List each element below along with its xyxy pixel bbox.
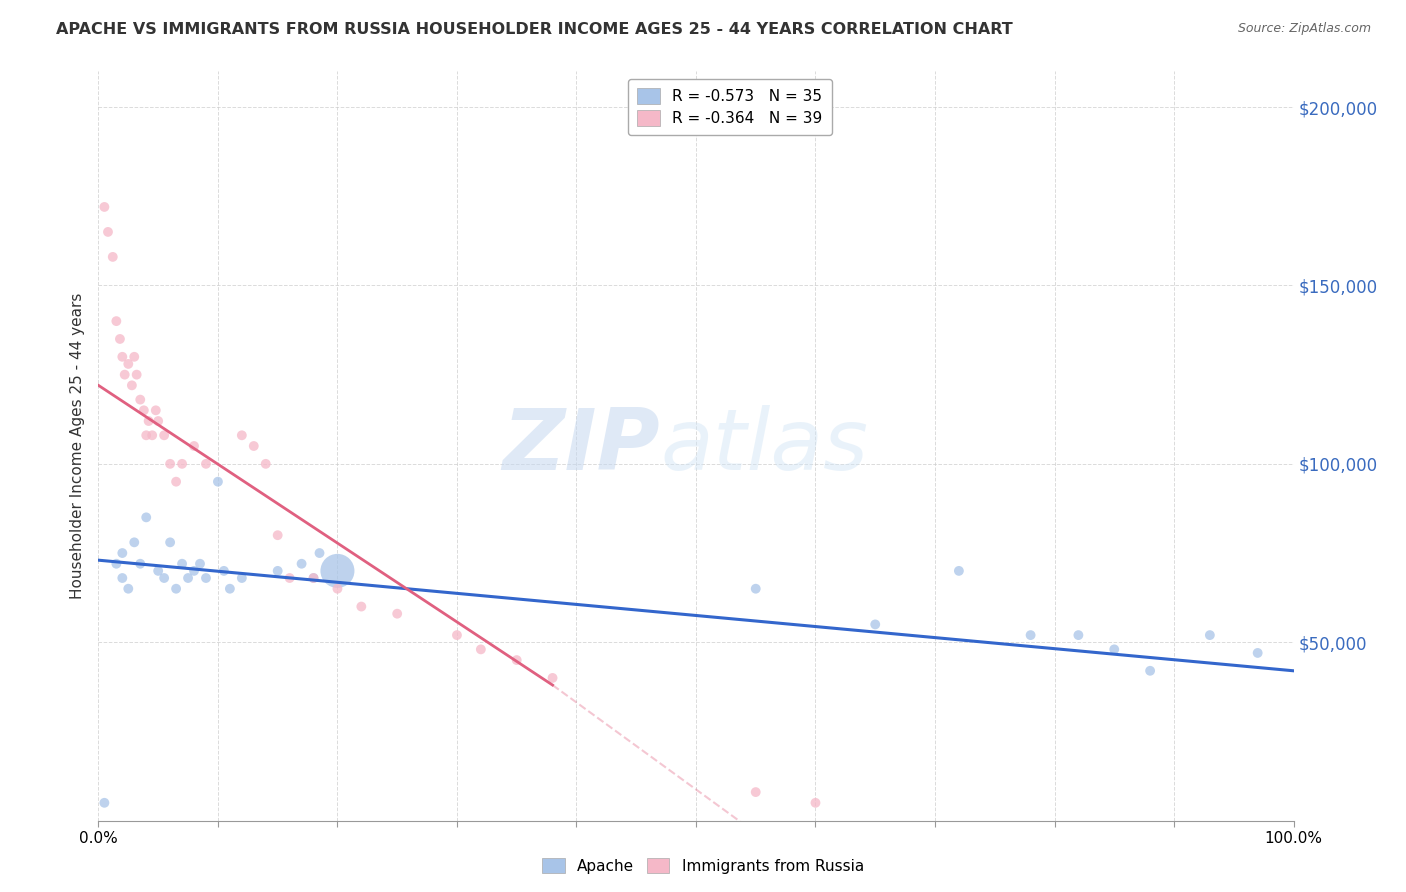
Point	[1067, 628, 1090, 642]
Text: APACHE VS IMMIGRANTS FROM RUSSIA HOUSEHOLDER INCOME AGES 25 - 44 YEARS CORRELATI: APACHE VS IMMIGRANTS FROM RUSSIA HOUSEHO…	[56, 22, 1012, 37]
Point	[302, 571, 325, 585]
Point	[207, 475, 229, 489]
Point	[153, 571, 176, 585]
Point	[105, 314, 128, 328]
Point	[254, 457, 277, 471]
Legend: Apache, Immigrants from Russia: Apache, Immigrants from Russia	[536, 852, 870, 880]
Point	[93, 796, 115, 810]
Point	[219, 582, 242, 596]
Point	[114, 368, 136, 382]
Point	[172, 557, 194, 571]
Point	[212, 564, 235, 578]
Point	[124, 535, 146, 549]
Point	[1019, 628, 1042, 642]
Point	[446, 628, 468, 642]
Point	[117, 582, 139, 596]
Point	[326, 564, 349, 578]
Point	[129, 392, 152, 407]
Point	[132, 403, 155, 417]
Point	[111, 546, 134, 560]
Point	[278, 571, 301, 585]
Y-axis label: Householder Income Ages 25 - 44 years: Householder Income Ages 25 - 44 years	[69, 293, 84, 599]
Legend: R = -0.573   N = 35, R = -0.364   N = 39: R = -0.573 N = 35, R = -0.364 N = 39	[628, 79, 832, 136]
Point	[135, 428, 157, 442]
Point	[231, 428, 253, 442]
Point	[121, 378, 143, 392]
Point	[117, 357, 139, 371]
Point	[172, 457, 194, 471]
Point	[291, 557, 314, 571]
Point	[145, 403, 167, 417]
Point	[165, 475, 187, 489]
Point	[93, 200, 115, 214]
Point	[105, 557, 128, 571]
Point	[948, 564, 970, 578]
Point	[350, 599, 373, 614]
Point	[101, 250, 124, 264]
Text: atlas: atlas	[661, 404, 868, 488]
Point	[124, 350, 146, 364]
Point	[1139, 664, 1161, 678]
Point	[148, 564, 170, 578]
Point	[1199, 628, 1222, 642]
Point	[745, 785, 768, 799]
Point	[183, 564, 205, 578]
Point	[188, 557, 211, 571]
Text: ZIP: ZIP	[502, 404, 661, 488]
Point	[111, 350, 134, 364]
Point	[1247, 646, 1270, 660]
Point	[159, 535, 181, 549]
Point	[129, 557, 152, 571]
Point	[231, 571, 253, 585]
Point	[195, 457, 218, 471]
Point	[804, 796, 827, 810]
Point	[97, 225, 120, 239]
Point	[541, 671, 564, 685]
Point	[177, 571, 200, 585]
Point	[302, 571, 325, 585]
Point	[267, 564, 290, 578]
Point	[148, 414, 170, 428]
Point	[135, 510, 157, 524]
Point	[506, 653, 529, 667]
Point	[125, 368, 148, 382]
Point	[385, 607, 409, 621]
Point	[153, 428, 176, 442]
Text: Source: ZipAtlas.com: Source: ZipAtlas.com	[1237, 22, 1371, 36]
Point	[195, 571, 218, 585]
Point	[165, 582, 187, 596]
Point	[138, 414, 160, 428]
Point	[470, 642, 492, 657]
Point	[1104, 642, 1126, 657]
Point	[267, 528, 290, 542]
Point	[183, 439, 205, 453]
Point	[326, 582, 349, 596]
Point	[111, 571, 134, 585]
Point	[243, 439, 266, 453]
Point	[108, 332, 131, 346]
Point	[141, 428, 163, 442]
Point	[745, 582, 768, 596]
Point	[159, 457, 181, 471]
Point	[865, 617, 887, 632]
Point	[308, 546, 330, 560]
